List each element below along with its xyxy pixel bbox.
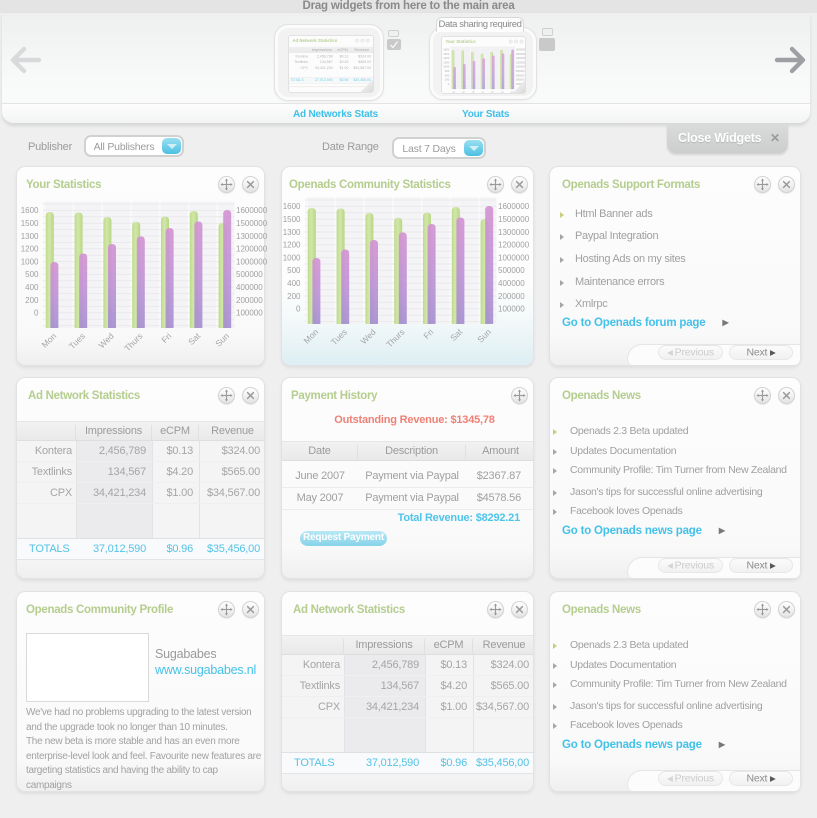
svg-text:1300: 1300	[21, 232, 39, 241]
svg-text:1000000: 1000000	[236, 257, 268, 266]
svg-text:200: 200	[25, 296, 39, 305]
svg-text:Mon: Mon	[39, 331, 58, 350]
svg-text:1200: 1200	[443, 60, 449, 64]
svg-text:Tues: Tues	[329, 327, 349, 347]
svg-text:1600000: 1600000	[498, 202, 530, 211]
svg-text:1600000: 1600000	[516, 48, 526, 52]
svg-text:1200000: 1200000	[516, 60, 526, 64]
svg-text:Thurs: Thurs	[384, 327, 406, 349]
svg-text:200000: 200000	[516, 78, 525, 82]
svg-text:400: 400	[287, 279, 301, 288]
svg-text:1000: 1000	[443, 65, 449, 69]
svg-text:Sun: Sun	[475, 327, 493, 345]
svg-text:1000: 1000	[21, 257, 39, 266]
svg-text:0: 0	[34, 309, 39, 318]
svg-text:Fri: Fri	[490, 90, 495, 94]
svg-text:Sat: Sat	[186, 330, 203, 347]
svg-text:1000: 1000	[283, 253, 301, 262]
svg-text:Fri: Fri	[159, 331, 173, 345]
svg-text:400000: 400000	[236, 283, 263, 292]
svg-text:Wed: Wed	[469, 90, 476, 94]
svg-text:Thurs: Thurs	[477, 89, 485, 94]
svg-text:1600: 1600	[443, 48, 449, 52]
svg-text:Wed: Wed	[96, 331, 116, 351]
svg-text:1600: 1600	[21, 206, 39, 215]
svg-text:500: 500	[25, 270, 39, 279]
svg-text:1300000: 1300000	[236, 232, 268, 241]
svg-text:Sun: Sun	[508, 90, 515, 94]
svg-text:1600: 1600	[283, 202, 301, 211]
svg-text:1200000: 1200000	[498, 241, 530, 250]
svg-text:1500000: 1500000	[498, 215, 530, 224]
svg-text:1600000: 1600000	[236, 206, 268, 215]
svg-text:Fri: Fri	[421, 327, 435, 341]
svg-text:1500: 1500	[443, 52, 449, 56]
svg-text:1500000: 1500000	[236, 219, 268, 228]
svg-text:1300: 1300	[283, 228, 301, 237]
svg-text:500000: 500000	[236, 270, 263, 279]
svg-text:1500000: 1500000	[516, 52, 526, 56]
svg-text:1200: 1200	[21, 245, 39, 254]
svg-text:200000: 200000	[236, 296, 263, 305]
svg-text:0: 0	[296, 305, 301, 314]
svg-text:Mon: Mon	[449, 90, 456, 94]
svg-text:Thurs: Thurs	[122, 331, 144, 353]
svg-text:500000: 500000	[498, 266, 525, 275]
svg-text:200: 200	[445, 78, 450, 82]
svg-text:Mon: Mon	[301, 327, 320, 346]
svg-text:0: 0	[448, 82, 450, 86]
svg-text:1200: 1200	[283, 241, 301, 250]
svg-text:Sat: Sat	[499, 90, 505, 94]
svg-text:1300000: 1300000	[498, 228, 530, 237]
svg-text:200: 200	[287, 292, 301, 301]
svg-text:Tues: Tues	[459, 89, 467, 94]
svg-text:Sun: Sun	[213, 331, 231, 349]
svg-text:Sat: Sat	[448, 326, 465, 343]
svg-text:400000: 400000	[498, 279, 525, 288]
svg-text:1300000: 1300000	[516, 56, 526, 60]
svg-text:400: 400	[25, 283, 39, 292]
svg-text:400: 400	[445, 73, 450, 77]
svg-text:100000: 100000	[236, 309, 263, 318]
svg-text:500: 500	[287, 266, 301, 275]
svg-text:100000: 100000	[498, 305, 525, 314]
svg-text:1500: 1500	[21, 219, 39, 228]
svg-text:Wed: Wed	[358, 327, 378, 347]
svg-text:400000: 400000	[516, 73, 525, 77]
svg-text:1000000: 1000000	[498, 253, 530, 262]
svg-text:200000: 200000	[498, 292, 525, 301]
svg-text:1200000: 1200000	[236, 245, 268, 254]
svg-text:1300: 1300	[443, 56, 449, 60]
svg-text:1000000: 1000000	[516, 65, 526, 69]
svg-text:500: 500	[445, 69, 450, 73]
svg-text:1500: 1500	[283, 215, 301, 224]
svg-text:Tues: Tues	[67, 331, 87, 351]
svg-text:500000: 500000	[516, 69, 525, 73]
